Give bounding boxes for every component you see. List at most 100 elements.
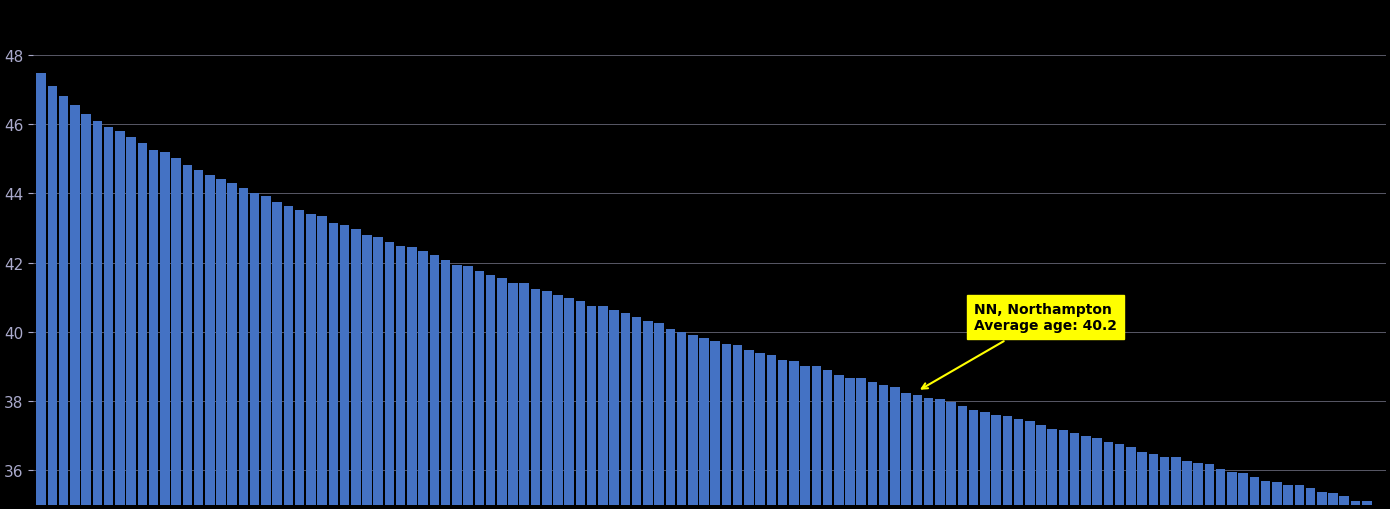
Bar (564, 298, 574, 509)
Bar (1373, 505, 1383, 509)
Bar (261, 196, 271, 509)
Bar (1261, 480, 1270, 509)
Bar (1081, 436, 1091, 509)
Bar (890, 388, 899, 509)
Bar (182, 166, 192, 509)
Bar (845, 379, 855, 509)
Bar (1013, 419, 1023, 509)
Bar (509, 283, 518, 509)
Bar (575, 302, 585, 509)
Bar (284, 206, 293, 509)
Bar (666, 329, 676, 509)
Bar (1205, 465, 1215, 509)
Bar (193, 171, 203, 509)
Bar (1283, 486, 1293, 509)
Bar (204, 176, 214, 509)
Bar (1036, 426, 1045, 509)
Bar (374, 237, 384, 509)
Bar (250, 193, 260, 509)
Bar (947, 403, 956, 509)
Bar (1216, 469, 1226, 509)
Bar (655, 323, 664, 509)
Bar (498, 278, 506, 509)
Bar (767, 356, 776, 509)
Bar (1362, 501, 1372, 509)
Bar (542, 291, 552, 509)
Bar (228, 184, 236, 509)
Bar (1227, 471, 1237, 509)
Bar (1305, 489, 1315, 509)
Bar (160, 153, 170, 509)
Bar (991, 415, 1001, 509)
Bar (1104, 442, 1113, 509)
Bar (385, 243, 395, 509)
Bar (93, 121, 103, 509)
Bar (1070, 433, 1080, 509)
Bar (644, 321, 652, 509)
Bar (104, 128, 114, 509)
Bar (901, 393, 910, 509)
Bar (620, 314, 630, 509)
Bar (171, 159, 181, 509)
Bar (969, 410, 979, 509)
Bar (1115, 444, 1125, 509)
Bar (801, 366, 810, 509)
Bar (418, 251, 428, 509)
Bar (58, 97, 68, 509)
Bar (1093, 438, 1102, 509)
Bar (812, 366, 821, 509)
Bar (958, 406, 967, 509)
Bar (688, 336, 698, 509)
Bar (363, 236, 371, 509)
Bar (463, 267, 473, 509)
Bar (328, 223, 338, 509)
Bar (126, 138, 136, 509)
Bar (935, 399, 945, 509)
Bar (1048, 430, 1056, 509)
Bar (1126, 447, 1136, 509)
Bar (317, 217, 327, 509)
Bar (823, 370, 833, 509)
Bar (834, 375, 844, 509)
Bar (677, 332, 687, 509)
Bar (733, 346, 742, 509)
Text: NN, Northampton
Average age: 40.2: NN, Northampton Average age: 40.2 (922, 302, 1116, 389)
Bar (755, 354, 765, 509)
Bar (1170, 458, 1180, 509)
Bar (352, 230, 360, 509)
Bar (1340, 496, 1350, 509)
Bar (1238, 473, 1248, 509)
Bar (295, 210, 304, 509)
Bar (1272, 483, 1282, 509)
Bar (452, 265, 461, 509)
Bar (1329, 493, 1337, 509)
Bar (1194, 463, 1202, 509)
Bar (913, 395, 922, 509)
Bar (710, 341, 720, 509)
Bar (609, 311, 619, 509)
Bar (980, 412, 990, 509)
Bar (1159, 457, 1169, 509)
Bar (138, 144, 147, 509)
Bar (721, 345, 731, 509)
Bar (47, 87, 57, 509)
Bar (36, 74, 46, 509)
Bar (1137, 451, 1147, 509)
Bar (441, 261, 450, 509)
Bar (474, 271, 484, 509)
Bar (790, 361, 799, 509)
Bar (70, 106, 79, 509)
Bar (239, 188, 249, 509)
Bar (149, 151, 158, 509)
Bar (1002, 416, 1012, 509)
Bar (632, 317, 641, 509)
Bar (867, 382, 877, 509)
Bar (924, 399, 934, 509)
Bar (1318, 492, 1326, 509)
Bar (82, 115, 90, 509)
Bar (520, 284, 530, 509)
Bar (485, 276, 495, 509)
Bar (217, 180, 225, 509)
Bar (407, 247, 417, 509)
Bar (1183, 461, 1191, 509)
